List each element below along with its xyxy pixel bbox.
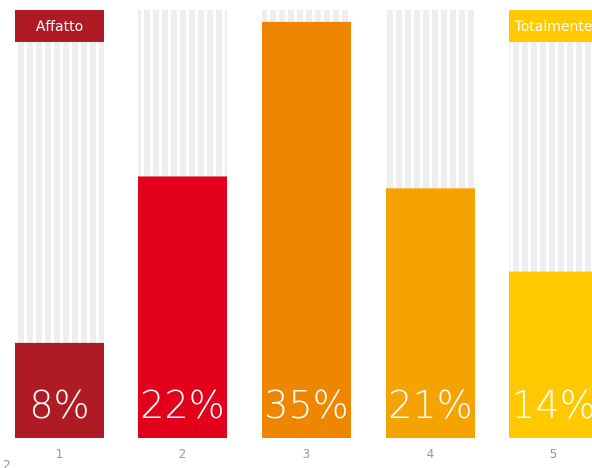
bar-3 <box>262 21 351 439</box>
x-tick-label-3: 3 <box>303 447 311 461</box>
bar-5 <box>509 271 592 438</box>
bar-2 <box>138 176 227 438</box>
value-label-1: 8% <box>29 383 89 427</box>
scale-end-label-high: Totalmente <box>514 19 592 35</box>
bar-1 <box>15 342 104 438</box>
value-label-3: 35% <box>264 383 348 427</box>
value-labels: 8% 22% 35% 21% 14% <box>29 383 592 427</box>
x-tick-label-5: 5 <box>550 447 558 461</box>
x-tick-label-1: 1 <box>56 447 64 461</box>
scale-end-label-low: Affatto <box>36 19 83 35</box>
scale-end-badge-low <box>15 10 104 42</box>
value-label-4: 21% <box>388 383 472 427</box>
x-tick-label-4: 4 <box>427 447 435 461</box>
bar-4 <box>386 188 475 438</box>
value-label-5: 14% <box>511 383 592 427</box>
x-tick-label-2: 2 <box>179 447 187 461</box>
bars <box>15 21 592 439</box>
x-tick-labels: 1 2 3 4 5 <box>56 447 558 461</box>
scale-end-labels: Affatto Totalmente <box>15 10 592 42</box>
stray-axis-glyph: 2 <box>3 458 11 468</box>
value-label-2: 22% <box>140 383 224 427</box>
scale-end-badge-high <box>509 10 592 42</box>
